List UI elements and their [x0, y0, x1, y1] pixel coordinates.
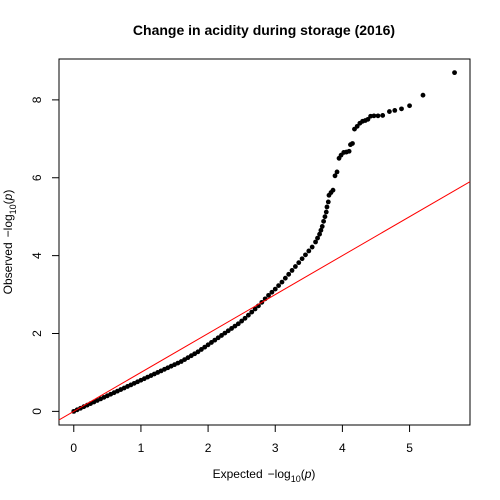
data-point [282, 275, 288, 281]
data-point [313, 239, 318, 245]
data-point [229, 326, 234, 331]
data-point [252, 306, 258, 312]
data-point [286, 271, 292, 277]
data-point [325, 199, 331, 205]
data-point [239, 318, 245, 324]
y-tick-label: 8 [30, 96, 44, 103]
x-tick-label: 2 [205, 441, 212, 455]
data-point [334, 169, 340, 175]
data-point [380, 113, 386, 118]
data-point [292, 264, 298, 269]
y-axis: 0 2 4 6 8 [30, 96, 60, 415]
x-axis-label-sub: 10 [291, 474, 301, 484]
data-point [346, 148, 352, 154]
x-axis: 0 1 2 3 4 5 [70, 424, 413, 455]
data-point [296, 260, 302, 266]
data-point [365, 116, 371, 122]
data-point [215, 335, 221, 341]
data-point [242, 315, 248, 321]
y-axis-label-close: ) [1, 190, 15, 194]
data-point [324, 204, 330, 210]
x-tick-label: 4 [339, 441, 346, 455]
data-point [276, 283, 281, 289]
data-point [354, 123, 360, 129]
data-point [212, 337, 218, 343]
data-point [205, 342, 211, 348]
x-axis-label-close: ) [311, 467, 315, 481]
data-point [399, 106, 404, 112]
data-point [202, 344, 208, 350]
x-tick-label: 1 [138, 441, 145, 455]
data-point [350, 141, 355, 146]
data-point [249, 309, 255, 315]
points-layer [71, 70, 457, 414]
x-tick-label: 5 [406, 441, 413, 455]
data-point [387, 109, 392, 114]
data-point [317, 231, 322, 237]
y-axis-label-arg: p [1, 193, 15, 201]
plot-area [58, 58, 471, 426]
data-point [309, 244, 315, 250]
y-tick-label: 6 [30, 174, 44, 181]
data-point [195, 349, 201, 355]
x-axis-label: Expected −log10(p) [213, 467, 316, 484]
y-axis-label-open: ( [1, 200, 15, 204]
data-point [245, 312, 251, 318]
y-axis-label-prefix: Observed [1, 242, 15, 294]
data-point [269, 289, 275, 295]
data-point [392, 108, 398, 113]
plot-frame [58, 58, 471, 426]
data-point [299, 256, 305, 262]
y-tick-label: 0 [30, 408, 44, 415]
data-point [272, 286, 278, 292]
chart-title: Change in acidity during storage (2016) [133, 22, 395, 38]
data-point [332, 173, 338, 179]
x-tick-label: 0 [70, 441, 77, 455]
data-point [315, 235, 320, 241]
x-axis-label-prefix: Expected [213, 467, 263, 481]
data-point [303, 252, 308, 258]
data-point [318, 227, 324, 233]
data-point [420, 92, 426, 98]
data-point [235, 321, 241, 327]
data-point [321, 218, 326, 224]
data-point [289, 268, 295, 273]
data-point [375, 113, 381, 119]
y-tick-label: 2 [30, 330, 44, 337]
data-point [306, 248, 312, 254]
data-point [225, 328, 231, 334]
data-point [371, 113, 377, 119]
data-point [319, 224, 325, 229]
x-axis-label-minus: −log [268, 467, 291, 481]
data-point [452, 70, 457, 76]
reference-line [58, 181, 471, 421]
data-point [407, 103, 412, 109]
data-point [198, 347, 204, 352]
y-axis-label-minus: −log [1, 214, 15, 237]
data-point [322, 214, 328, 220]
data-point [219, 333, 224, 338]
data-point [232, 323, 238, 329]
x-tick-label: 3 [272, 441, 279, 455]
x-axis-label-open: ( [301, 467, 305, 481]
data-point [209, 340, 214, 345]
data-point [330, 187, 336, 193]
x-axis-label-arg: p [304, 467, 312, 481]
data-point [323, 209, 329, 215]
data-point [279, 279, 285, 285]
data-point [222, 330, 228, 336]
data-point [266, 292, 271, 298]
y-axis-label-sub: 10 [8, 204, 18, 214]
y-axis-label: Observed −log10(p) [1, 190, 18, 295]
y-tick-label: 4 [30, 252, 44, 259]
